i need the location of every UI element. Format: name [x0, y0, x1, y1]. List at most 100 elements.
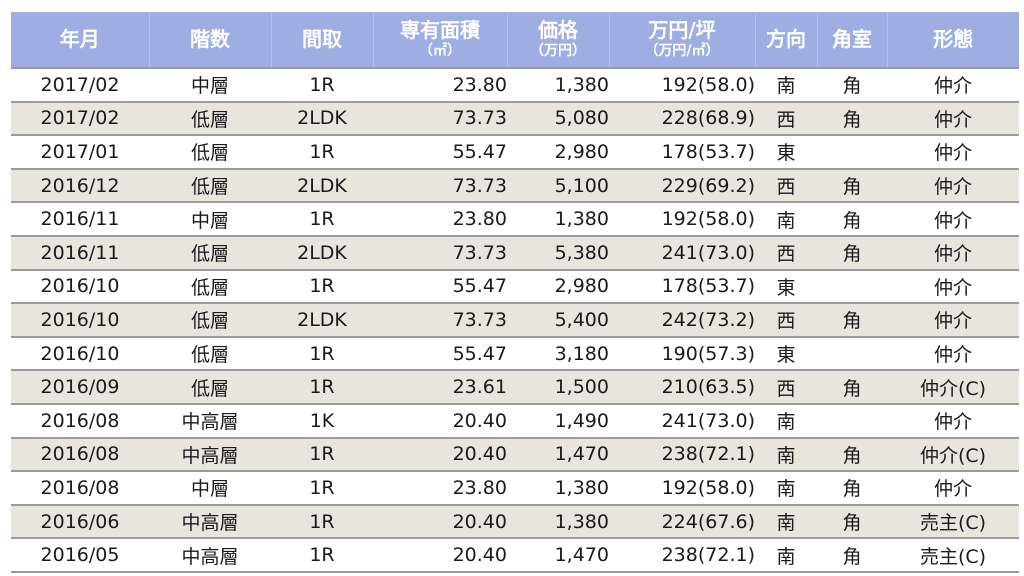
cell-corner: 角: [817, 503, 887, 539]
table-row: 2016/05 中高層 1R 20.40 1,470 238(72.1) 南角売主(C): [11, 537, 1019, 573]
header-corner-label: 角室: [832, 27, 872, 51]
cell-layout: 1R: [271, 268, 373, 304]
cell-direction: 南: [755, 503, 817, 539]
header-price-unit: （万円）: [530, 43, 586, 60]
header-unit-price-unit: （万円/㎡）: [644, 43, 720, 60]
cell-date: 2016/08: [11, 402, 149, 438]
cell-price: 1,380: [507, 67, 609, 102]
cell-direction: 南: [755, 436, 817, 472]
cell-direction: 東: [755, 134, 817, 169]
cell-layout: 1R: [271, 134, 373, 169]
cell-unit-price: 229(69.2): [609, 167, 755, 203]
cell-type: 仲介: [887, 67, 1019, 102]
header-unit-price: 万円/坪 （万円/㎡）: [608, 12, 755, 68]
table-row: 2016/12 低層 2LDK 73.73 5,100 229(69.2) 西角仲介: [11, 167, 1019, 203]
cell-layout: 1K: [271, 402, 373, 438]
cell-type: 仲介: [887, 402, 1019, 438]
cell-price: 5,380: [507, 234, 609, 270]
cell-floor: 中高層: [149, 503, 271, 539]
cell-type: 仲介: [887, 470, 1019, 505]
cell-date: 2016/10: [11, 268, 149, 304]
cell-floor: 中層: [149, 67, 271, 102]
cell-price: 1,500: [507, 369, 609, 404]
header-price-label: 価格: [538, 18, 578, 43]
cell-direction: 西: [755, 302, 817, 337]
cell-price: 1,470: [507, 537, 609, 573]
cell-date: 2017/02: [11, 100, 149, 136]
cell-type: 仲介(C): [887, 436, 1019, 472]
cell-price: 3,180: [507, 335, 609, 371]
cell-area: 20.40: [373, 537, 507, 573]
cell-corner: 角: [817, 436, 887, 472]
cell-type: 仲介: [887, 268, 1019, 304]
cell-direction: 南: [755, 470, 817, 505]
cell-date: 2016/11: [11, 234, 149, 270]
table-body: 2017/02 中層 1R 23.80 1,380 192(58.0) 南角仲介 2017/0…: [11, 67, 1019, 573]
header-direction-label: 方向: [766, 27, 806, 51]
cell-direction: 南: [755, 201, 817, 236]
cell-direction: 東: [755, 335, 817, 371]
cell-type: 仲介: [887, 335, 1019, 371]
cell-date: 2017/01: [11, 134, 149, 169]
cell-area: 20.40: [373, 503, 507, 539]
table-header: 年月 階数 間取 専有面積 （㎡） 価格 （万円） 万円/坪: [11, 12, 1019, 68]
cell-layout: 2LDK: [271, 234, 373, 270]
cell-floor: 低層: [149, 234, 271, 270]
header-direction: 方向: [754, 12, 817, 68]
cell-layout: 2LDK: [271, 100, 373, 136]
table-row: 2017/02 低層 2LDK 73.73 5,080 228(68.9) 西角仲介: [11, 100, 1019, 136]
cell-date: 2016/05: [11, 537, 149, 573]
table-row: 2016/09 低層 1R 23.61 1,500 210(63.5) 西角仲介(C): [11, 369, 1019, 404]
cell-area: 55.47: [373, 268, 507, 304]
cell-unit-price: 190(57.3): [609, 335, 755, 371]
cell-price: 5,100: [507, 167, 609, 203]
cell-price: 1,380: [507, 503, 609, 539]
cell-type: 仲介: [887, 234, 1019, 270]
cell-unit-price: 178(53.7): [609, 134, 755, 169]
cell-direction: 南: [755, 67, 817, 102]
cell-direction: 南: [755, 537, 817, 573]
cell-layout: 1R: [271, 201, 373, 236]
cell-layout: 1R: [271, 503, 373, 539]
table-row: 2016/10 低層 1R 55.47 3,180 190(57.3) 東 仲介: [11, 335, 1019, 371]
header-floor: 階数: [148, 12, 271, 68]
cell-corner: [817, 402, 887, 438]
cell-area: 20.40: [373, 436, 507, 472]
cell-corner: 角: [817, 470, 887, 505]
cell-date: 2016/08: [11, 470, 149, 505]
cell-floor: 中高層: [149, 436, 271, 472]
cell-unit-price: 228(68.9): [609, 100, 755, 136]
cell-corner: 角: [817, 167, 887, 203]
cell-date: 2016/12: [11, 167, 149, 203]
table-row: 2017/01 低層 1R 55.47 2,980 178(53.7) 東 仲介: [11, 134, 1019, 169]
cell-type: 仲介: [887, 302, 1019, 337]
header-layout: 間取: [270, 12, 373, 68]
cell-area: 20.40: [373, 402, 507, 438]
cell-direction: 西: [755, 234, 817, 270]
cell-date: 2016/09: [11, 369, 149, 404]
cell-unit-price: 238(72.1): [609, 436, 755, 472]
cell-floor: 低層: [149, 167, 271, 203]
table-row: 2016/08 中高層 1K 20.40 1,490 241(73.0) 南 仲介: [11, 402, 1019, 438]
cell-corner: 角: [817, 234, 887, 270]
cell-corner: 角: [817, 67, 887, 102]
cell-type: 仲介(C): [887, 369, 1019, 404]
cell-unit-price: 241(73.0): [609, 234, 755, 270]
cell-floor: 低層: [149, 369, 271, 404]
cell-floor: 低層: [149, 134, 271, 169]
cell-floor: 低層: [149, 268, 271, 304]
header-unit-price-label: 万円/坪: [648, 18, 716, 43]
cell-unit-price: 210(63.5): [609, 369, 755, 404]
header-layout-label: 間取: [302, 27, 342, 51]
cell-date: 2016/10: [11, 302, 149, 337]
header-corner: 角室: [816, 12, 887, 68]
cell-layout: 1R: [271, 335, 373, 371]
cell-price: 1,380: [507, 201, 609, 236]
cell-direction: 南: [755, 402, 817, 438]
cell-price: 1,380: [507, 470, 609, 505]
header-date-label: 年月: [59, 27, 100, 51]
cell-type: 仲介: [887, 201, 1019, 236]
cell-area: 73.73: [373, 234, 507, 270]
cell-corner: 角: [817, 537, 887, 573]
cell-corner: 角: [817, 201, 887, 236]
